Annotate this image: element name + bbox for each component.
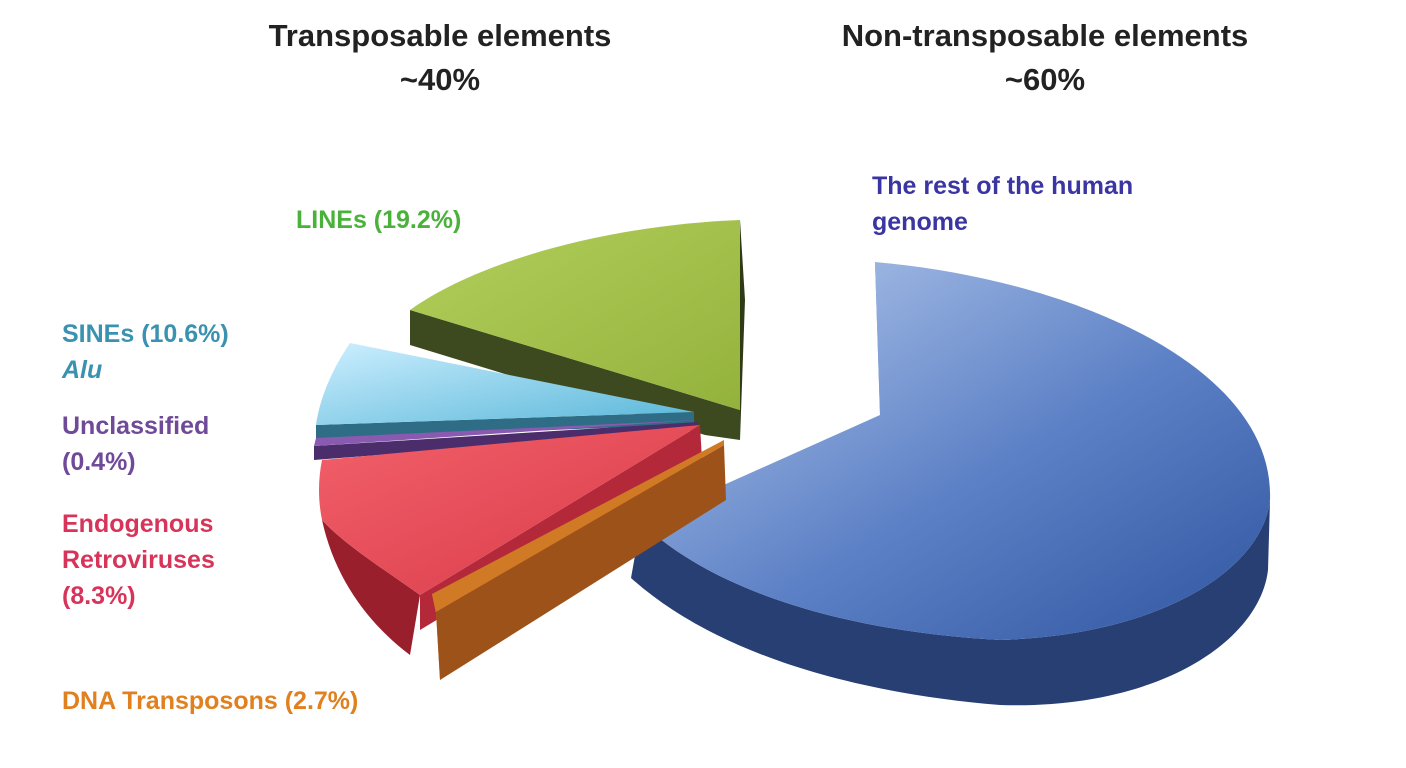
label-unclassified-line1: Unclassified <box>62 412 210 440</box>
slice-unclassified-top <box>314 420 698 446</box>
slice-rest-side <box>631 500 1270 706</box>
slice-rest-top <box>641 262 1271 640</box>
slice-dna <box>432 440 726 680</box>
slice-dna-top <box>432 440 724 612</box>
chart-title-transposable: Transposable elements ~40% <box>190 14 690 102</box>
label-erv-line3: (8.3%) <box>62 582 136 610</box>
slice-unclassified-side <box>314 422 698 460</box>
label-sines-line1: SINEs (10.6%) <box>62 320 229 348</box>
label-erv-line1: Endogenous <box>62 510 214 538</box>
slice-erv-top <box>319 425 700 595</box>
slice-sines <box>316 343 694 440</box>
slice-sines-side <box>316 412 694 440</box>
slice-dna-side <box>436 445 726 680</box>
header-left-percent: ~40% <box>399 62 481 97</box>
label-erv-line2: Retroviruses <box>62 546 215 574</box>
slice-unclassified <box>314 420 698 460</box>
label-unclassified-line2: (0.4%) <box>62 448 136 476</box>
slice-sines-top <box>316 343 694 425</box>
label-dna: DNA Transposons (2.7%) <box>62 683 358 719</box>
slice-erv-side <box>322 520 420 655</box>
slice-rest-of-genome <box>631 262 1271 706</box>
label-dna-text: DNA Transposons (2.7%) <box>62 687 359 715</box>
label-erv: Endogenous Retroviruses (8.3%) <box>62 506 215 614</box>
label-rest-line2: genome <box>872 208 968 236</box>
slice-lines-top <box>410 220 740 410</box>
label-lines-text: LINEs (19.2%) <box>296 206 462 234</box>
label-unclassified: Unclassified (0.4%) <box>62 408 209 480</box>
header-right-title: Non-transposable elements <box>841 18 1249 53</box>
header-right-percent: ~60% <box>1004 62 1086 97</box>
header-left-title: Transposable elements <box>268 18 612 53</box>
label-rest-line1: The rest of the human <box>872 172 1134 200</box>
label-sines: SINEs (10.6%) Alu <box>62 316 229 388</box>
chart-title-non-transposable: Non-transposable elements ~60% <box>790 14 1300 102</box>
label-lines: LINEs (19.2%) <box>296 202 461 238</box>
label-sines-line2: Alu <box>62 356 103 384</box>
label-rest-of-genome: The rest of the human genome <box>872 168 1133 240</box>
slice-lines-side-right <box>740 220 745 440</box>
